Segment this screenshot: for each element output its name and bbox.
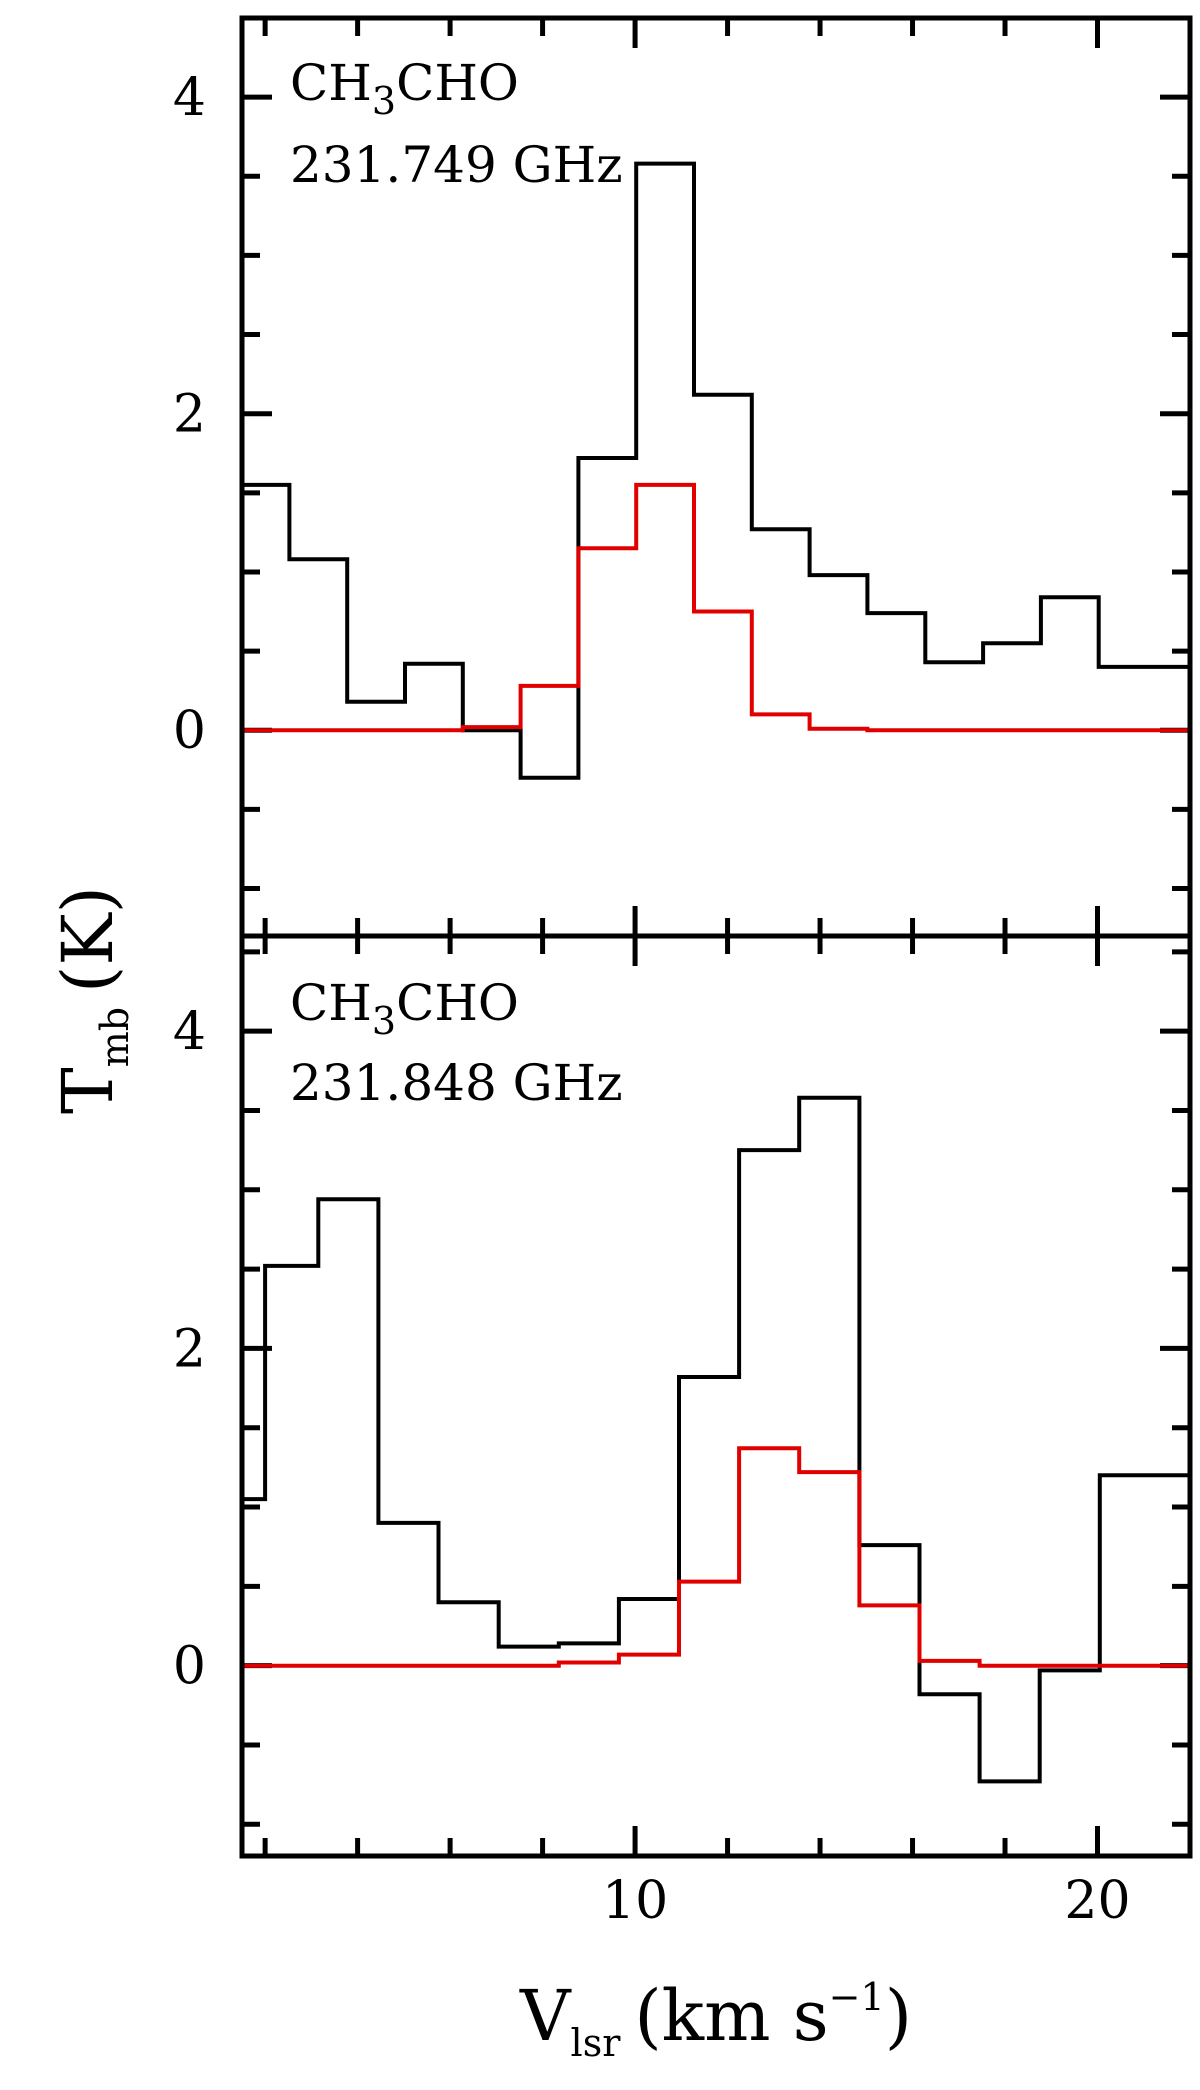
bottom-panel-ticks (242, 936, 1193, 1856)
bottom-panel-frequency-label: 231.848 GHz (290, 1054, 623, 1112)
model-spectrum-line (242, 482, 1190, 733)
top-panel-series (242, 161, 1190, 780)
bottom-panel-y-tick-labels: 0 2 4 (173, 1002, 206, 1696)
y-tick-label: 4 (173, 1002, 206, 1062)
y-tick-label: 2 (173, 1319, 206, 1379)
y-axis-label: Tmb(K) (47, 886, 137, 1114)
bottom-panel-molecule-label: CH3CHO (290, 974, 519, 1043)
x-tick-labels: 10 20 (602, 1871, 1131, 1931)
x-tick-label: 20 (1064, 1871, 1130, 1931)
observed-spectrum-line (242, 1095, 1190, 1784)
y-tick-label: 0 (173, 1637, 206, 1697)
bottom-panel-series (242, 1095, 1190, 1784)
top-panel-ticks (242, 18, 1193, 936)
top-panel: CH3CHO 231.749 GHz 0 2 4 (173, 15, 1193, 939)
top-panel-y-tick-labels: 0 2 4 (173, 68, 206, 761)
top-panel-frequency-label: 231.749 GHz (290, 136, 623, 194)
y-tick-label: 2 (173, 385, 206, 445)
x-tick-label: 10 (602, 1871, 668, 1931)
y-tick-label: 0 (173, 701, 206, 761)
observed-spectrum-line (242, 161, 1190, 780)
y-tick-label: 4 (173, 68, 206, 128)
bottom-panel: CH3CHO 231.848 GHz 0 2 4 10 20 (173, 933, 1193, 1931)
model-spectrum-line (242, 1446, 1190, 1668)
x-axis-label: Vlsr (km s−1) (519, 1975, 912, 2065)
bottom-panel-frame (239, 933, 1193, 1859)
top-panel-molecule-label: CH3CHO (290, 54, 519, 123)
